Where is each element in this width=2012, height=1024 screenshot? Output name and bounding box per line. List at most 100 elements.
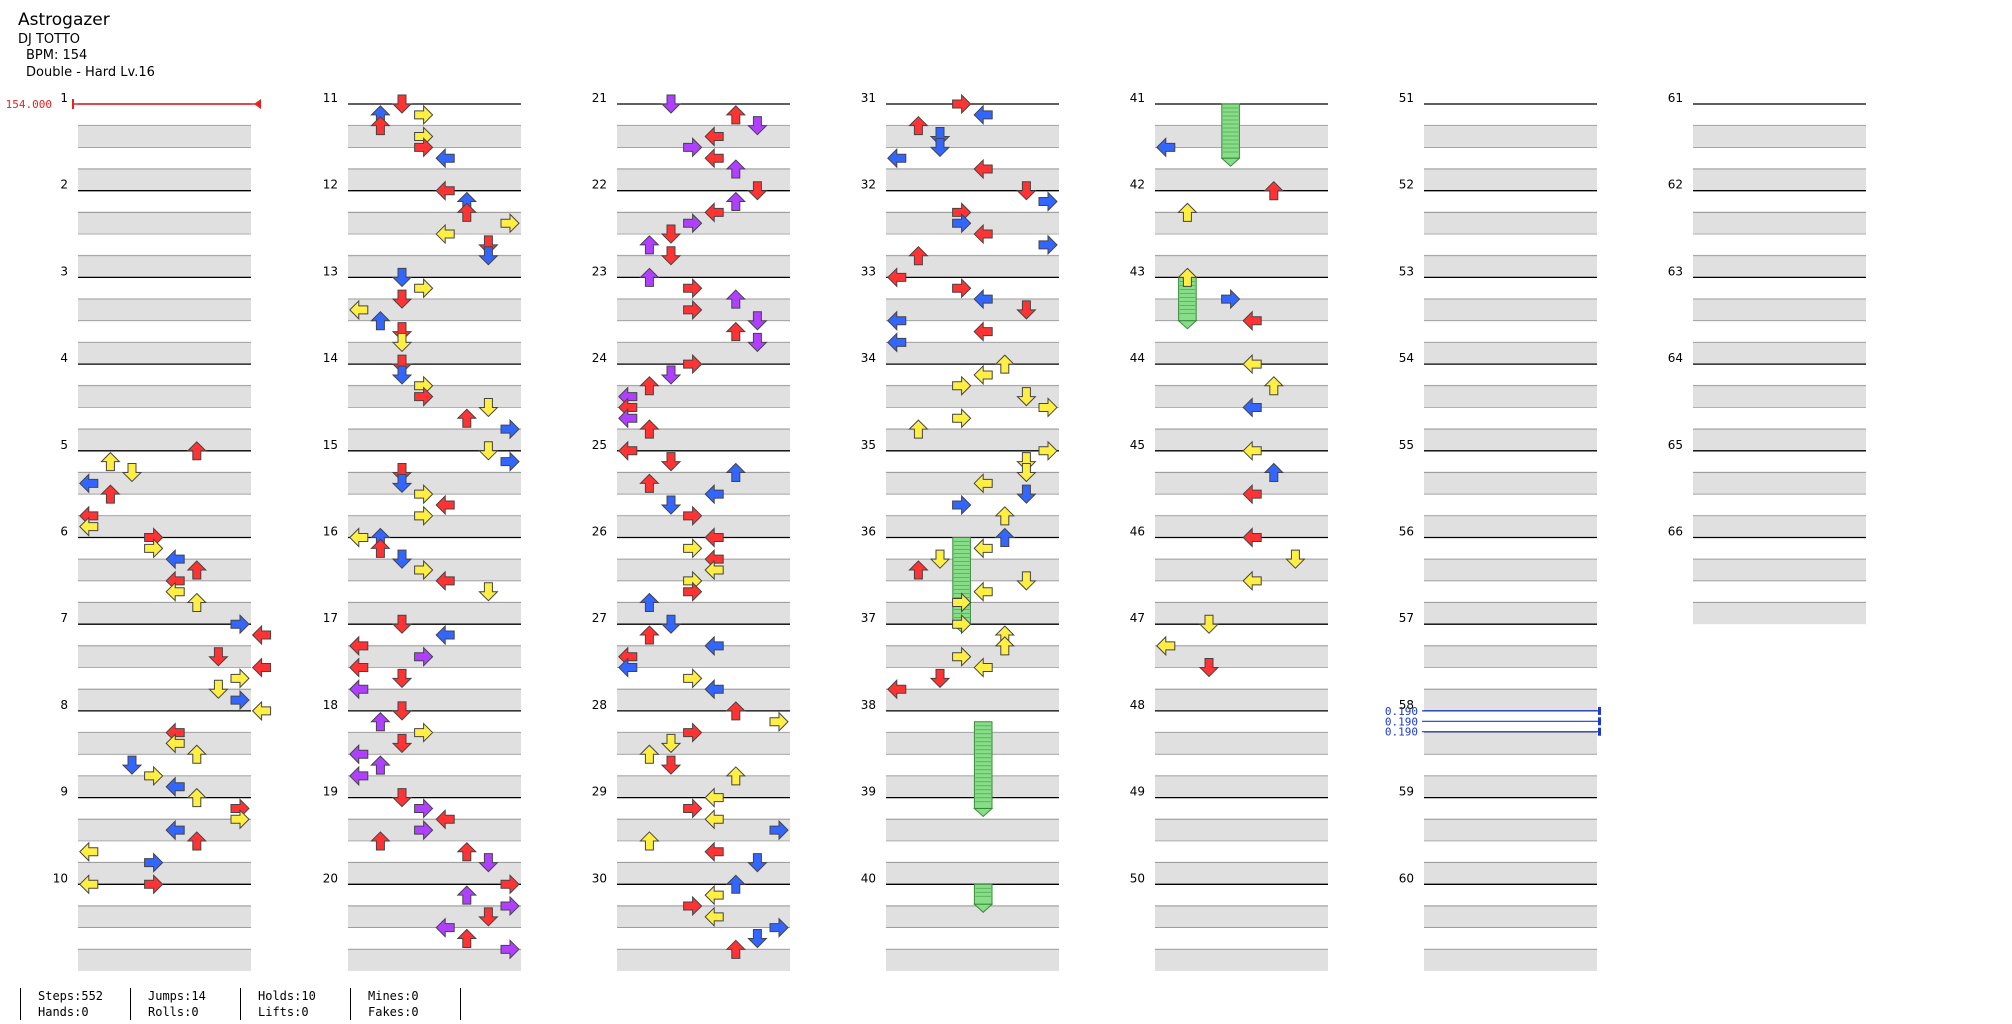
arrow-shape (208, 679, 229, 699)
hold-note (1220, 103, 1241, 167)
arrow-shape (251, 700, 272, 722)
arrow-shape (908, 560, 929, 580)
stat-col-jumps: Jumps:14 Rolls:0 (130, 988, 240, 1020)
beat-shade (617, 558, 790, 581)
arrow-shape (1016, 387, 1037, 407)
beat-shade (1693, 341, 1866, 365)
arrow-shape (704, 483, 724, 505)
arrow-shape (414, 137, 434, 158)
measure-number: 20 (323, 871, 338, 885)
note-arrow (349, 744, 369, 765)
arrow-shape (1038, 440, 1058, 462)
note-arrow (639, 592, 660, 613)
arrow-shape (1242, 570, 1262, 592)
note-arrow (1016, 462, 1037, 483)
beat-shade (78, 601, 251, 625)
arrow-shape (725, 191, 747, 212)
arrow-shape (683, 581, 703, 602)
arrow-shape (704, 906, 724, 928)
note-arrow (973, 288, 993, 310)
note-arrow (973, 104, 993, 126)
scroll-value: 0.190 (1385, 715, 1418, 728)
beat-shade (348, 558, 521, 581)
arrow-shape (186, 560, 208, 580)
hold-note (973, 721, 994, 818)
arrow-shape (952, 613, 972, 635)
note-arrow (725, 874, 747, 894)
note-arrow (1156, 137, 1176, 158)
note-arrow (391, 733, 413, 754)
measure-number: 37 (861, 611, 876, 625)
measure-grid: 1234567891011121314151617181920212223242… (53, 91, 1866, 971)
measure-number: 53 (1399, 264, 1414, 278)
hold-tail (973, 807, 994, 818)
note-arrow (887, 679, 907, 700)
arrow-shape (1242, 440, 1262, 462)
beat-shade (886, 254, 1059, 278)
note-arrow (391, 473, 413, 494)
arrow-shape (349, 299, 369, 321)
arrow-shape (973, 104, 993, 126)
beat-shade (1155, 774, 1328, 798)
measure-number: 18 (323, 698, 338, 712)
stat-col-mines: Mines:0 Fakes:0 (350, 988, 461, 1020)
note-arrow (500, 895, 520, 917)
measure-number: 6 (60, 525, 68, 539)
note-arrow (747, 116, 768, 136)
arrow-shape (994, 354, 1016, 374)
arrow-shape (929, 549, 951, 569)
arrow-shape (1242, 353, 1262, 375)
beat-shade (617, 471, 790, 495)
measure-number: 45 (1130, 438, 1145, 452)
beat-shade (1424, 124, 1597, 148)
note-arrow (391, 267, 413, 288)
arrow-shape (1242, 527, 1262, 548)
note-arrow (683, 299, 703, 321)
arrow-shape (349, 635, 369, 657)
beat-shade (886, 514, 1059, 538)
arrow-shape (660, 224, 682, 244)
beat-shade (617, 428, 790, 451)
arrow-shape (100, 484, 121, 504)
measure-number: 65 (1668, 438, 1683, 452)
beat-shade (886, 211, 1059, 235)
arrow-shape (1263, 376, 1285, 396)
measure-number: 7 (60, 611, 68, 625)
note-arrow (414, 483, 434, 505)
note-arrow (1198, 614, 1220, 634)
arrow-shape (973, 657, 993, 678)
arrow-shape (391, 701, 413, 721)
note-arrow (725, 939, 747, 959)
beat-shade (348, 428, 521, 451)
arrow-shape (952, 213, 972, 234)
measure-number: 15 (323, 438, 338, 452)
arrow-shape (100, 451, 121, 472)
note-arrow (391, 788, 413, 808)
note-arrow (370, 755, 391, 775)
note-arrow (414, 386, 434, 407)
arrow-shape (725, 766, 747, 786)
beat-shade (886, 384, 1059, 408)
note-arrow (349, 635, 369, 657)
note-arrow (391, 332, 413, 353)
arrow-shape (144, 538, 164, 559)
arrow-shape (660, 365, 682, 385)
beat-shade (886, 471, 1059, 495)
note-arrow (478, 907, 499, 927)
note-arrow (165, 548, 185, 570)
beat-shade (1155, 168, 1328, 191)
arrow-shape (1016, 484, 1037, 504)
note-arrow (500, 418, 520, 440)
note-arrow (704, 527, 724, 548)
arrow-shape (683, 722, 703, 743)
arrow-shape (230, 689, 250, 711)
stats-bar: Steps:552 Hands:0 Jumps:14 Rolls:0 Holds… (20, 988, 461, 1020)
note-arrow (414, 798, 434, 819)
note-arrow (660, 452, 682, 472)
arrow-shape (144, 852, 164, 873)
arrow-shape (683, 505, 703, 527)
arrow-shape (929, 137, 951, 158)
arrow-shape (435, 917, 455, 938)
arrow-shape (704, 202, 724, 223)
